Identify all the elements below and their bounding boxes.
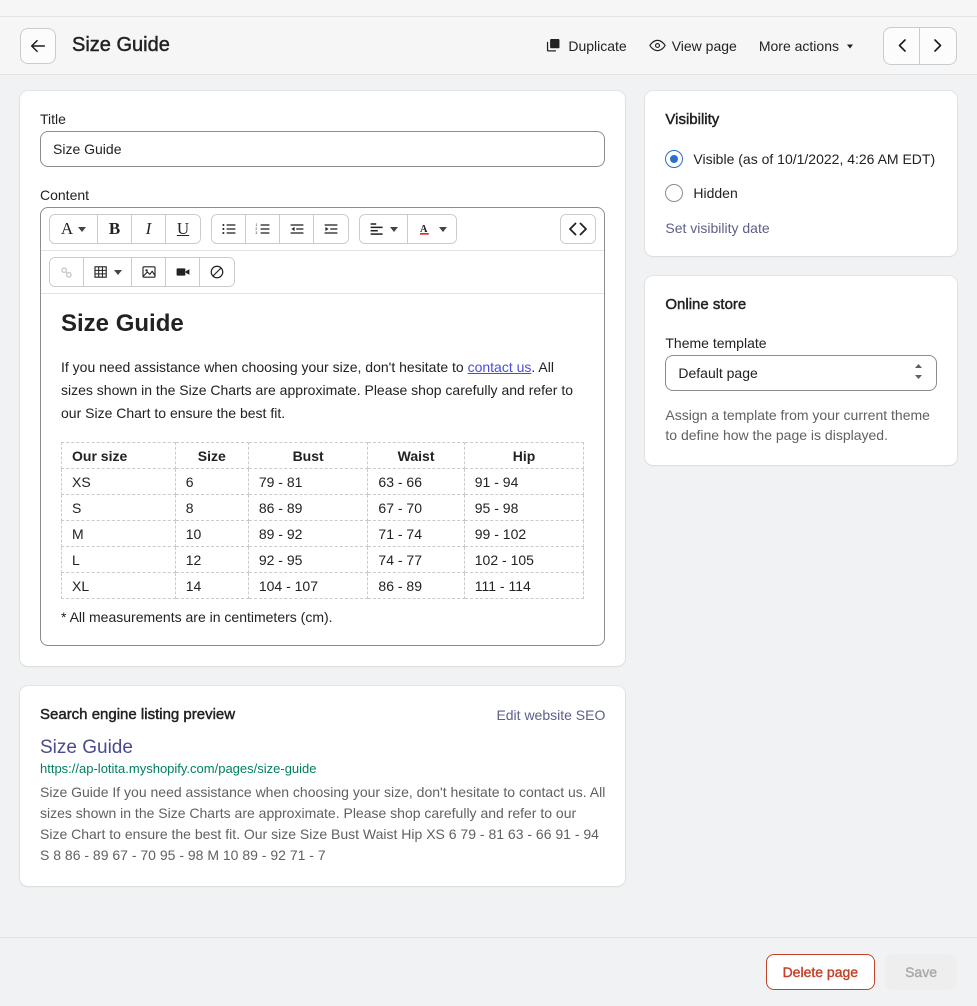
svg-text:3: 3 bbox=[255, 231, 257, 235]
